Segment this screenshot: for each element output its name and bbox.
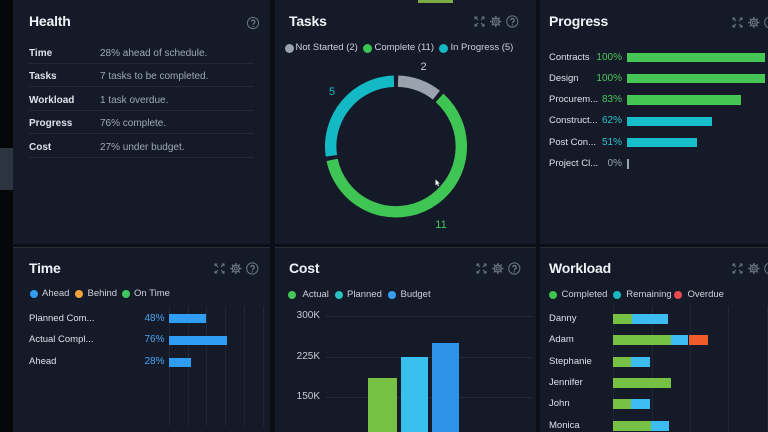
svg-text:2: 2 <box>420 61 426 73</box>
svg-text:11: 11 <box>435 219 446 231</box>
svg-text:5: 5 <box>329 86 335 98</box>
